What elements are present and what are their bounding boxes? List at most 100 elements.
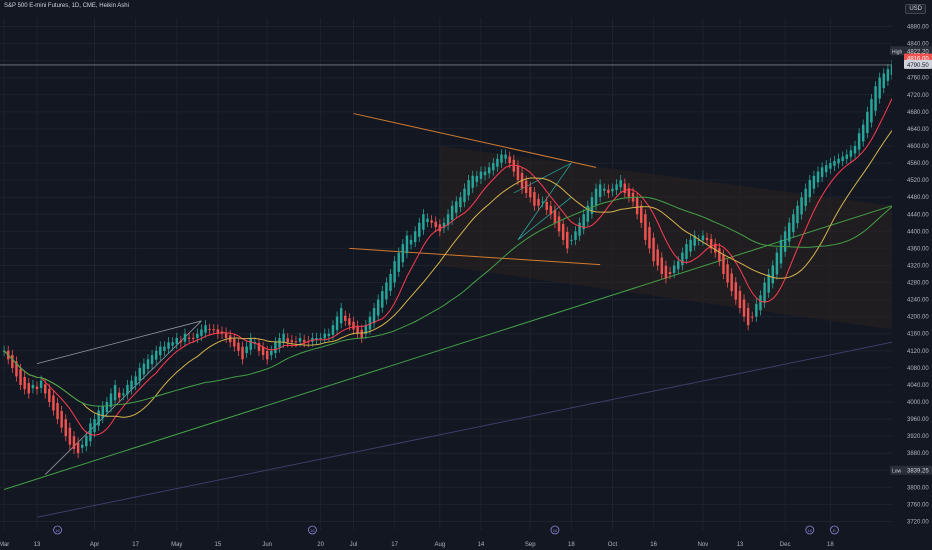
candle-body [557,216,561,232]
candle-body [27,383,31,394]
candle-body [15,361,18,377]
candle-body [611,188,614,192]
candle-body [409,239,413,245]
event-marker-icon [550,525,560,535]
candle-body [450,205,454,220]
candle-body [726,264,729,283]
candle-body [442,222,446,228]
candle-body [833,160,836,166]
candle-body [290,340,294,343]
candle-body [212,329,215,331]
candle-body [344,315,347,321]
candle-body [500,154,503,163]
candle-body [257,343,261,351]
time-tick-label: 18 [568,542,575,548]
candle-body [820,167,824,177]
candle-body [886,69,890,81]
candle-body [348,318,351,326]
time-tick-label: May [171,542,182,548]
candle-body [39,380,43,388]
candle-body [163,346,166,351]
price-tick-label: 4240.00 [907,298,929,304]
candle-body [627,188,631,198]
time-tick-label: Mar [0,542,9,548]
candle-body [549,205,553,215]
candle-body [401,244,405,263]
candle-body [635,197,639,215]
candle-body [841,156,844,162]
currency-button[interactable]: USD [905,4,926,14]
candle-body [117,392,121,398]
candle-body [496,158,499,167]
time-tick-label: 17 [132,542,139,548]
candle-body [237,342,240,351]
time-tick-label: 18 [827,542,834,548]
candle-body [487,167,491,174]
candle-body [763,282,766,303]
high-label: High [892,49,903,55]
price-tick-label: 4040.00 [907,383,929,389]
low-label: Low [892,469,902,475]
price-tick-label: 4080.00 [907,366,929,372]
candle-body [241,346,244,360]
candle-body [265,351,269,360]
candle-body [270,350,273,356]
candle-body [759,295,762,311]
candle-body [471,175,474,188]
candle-body [93,419,96,433]
symbol-title[interactable]: S&P 500 E-mini Futures, 1D, CME, Heikin … [4,3,129,9]
candle-body [11,355,14,368]
time-tick-label: 13 [737,542,744,548]
candle-body [60,411,63,428]
candle-body [171,342,174,346]
candle-body [245,346,248,354]
low-value-bg [904,465,932,475]
candle-body [261,346,265,356]
candle-body [594,188,598,206]
candle-body [709,238,713,249]
time-tick-label: 17 [391,542,398,548]
candle-body [187,337,191,339]
event-marker-label: E [833,528,836,533]
candle-body [660,257,664,274]
low-label-bg [890,465,905,475]
time-tick-label: Apr [90,542,99,548]
price-axis-bg[interactable] [892,0,932,550]
candle-body [537,198,540,206]
candle-body [352,321,355,330]
candle-body [607,189,610,193]
candle-body [619,180,622,188]
candle-body [216,329,220,334]
candle-body [845,154,849,159]
candle-body [356,325,359,334]
price-tick-label: 4840.00 [907,42,929,48]
price-tick-label: 4600.00 [907,144,929,150]
candle-body [804,188,807,206]
candle-body [730,273,733,292]
candle-body [685,244,688,259]
candle-body [590,197,594,214]
candle-body [705,237,709,240]
candle-body [48,388,51,402]
candle-body [393,261,396,283]
candle-body [196,333,199,338]
candle-body [76,442,80,454]
price-tick-label: 4680.00 [907,110,929,116]
moving-average-line [3,196,893,407]
candle-body [697,239,701,241]
candle-body [204,325,207,333]
event-marker-label: 16 [553,528,558,533]
price-tick-label: 4560.00 [907,161,929,167]
candle-body [816,171,820,183]
time-axis[interactable]: Mar 13 Apr 17 May 15 Jun 20 Jul 17 Aug 14 Sep 18 Oct 16… [0,542,834,548]
candle-body [138,367,141,381]
candle-body [742,299,746,317]
time-tick-label: 14 [478,542,485,548]
candle-body [85,436,88,447]
price-tick-label: 3960.00 [907,417,929,423]
candle-body [298,338,302,342]
candle-body [200,329,203,336]
candle-body [294,341,298,343]
candle-body [812,175,816,189]
